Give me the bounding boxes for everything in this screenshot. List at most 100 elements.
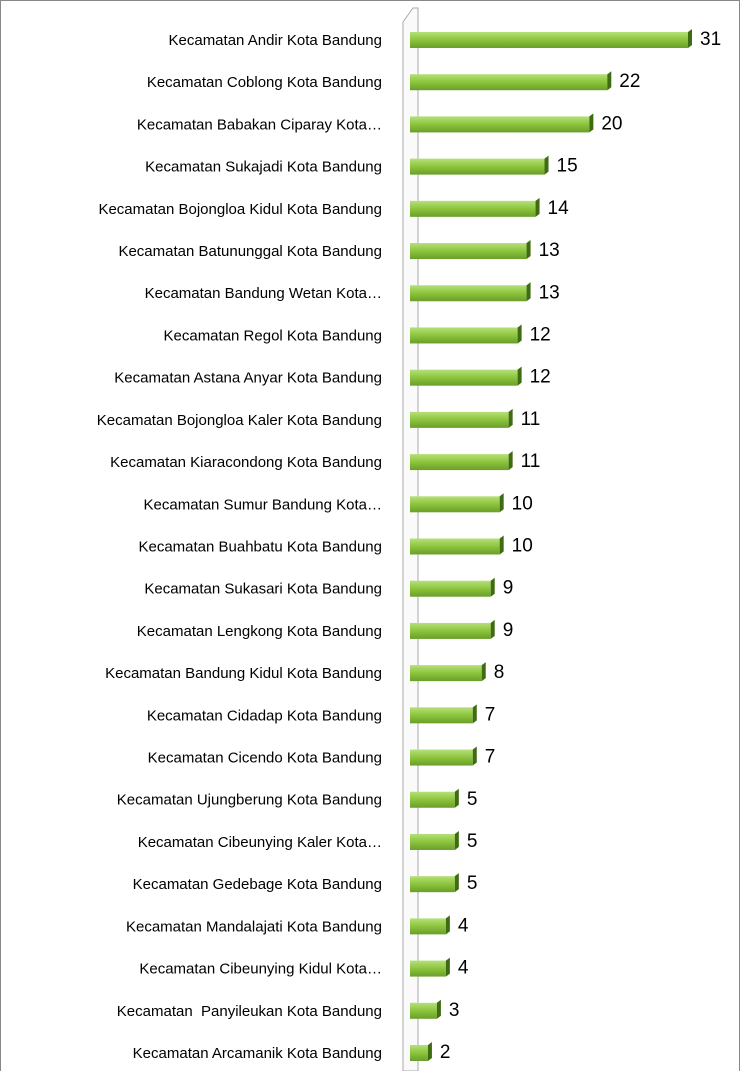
category-label: Kecamatan Cibeunying Kidul Kota… (139, 961, 382, 978)
category-label: Kecamatan Ujungberung Kota Bandung (117, 792, 382, 809)
bar-side (445, 915, 450, 935)
bar-side (508, 451, 513, 471)
value-label: 10 (512, 493, 533, 514)
bar (410, 665, 482, 682)
category-label: Kecamatan Sukajadi Kota Bandung (145, 159, 382, 176)
bar-side (526, 240, 531, 260)
category-label: Kecamatan Kiaracondong Kota Bandung (110, 454, 382, 471)
category-label: Kecamatan Arcamanik Kota Bandung (133, 1045, 382, 1062)
value-label: 22 (619, 71, 640, 92)
bar-side (508, 408, 513, 428)
bar-side (427, 1042, 432, 1061)
value-label: 9 (503, 620, 514, 641)
bar (410, 158, 545, 175)
category-label: Kecamatan Astana Anyar Kota Bandung (114, 370, 382, 387)
bar-side (454, 788, 459, 808)
bar (410, 74, 608, 91)
bar (410, 833, 455, 850)
bar-side (589, 113, 594, 133)
value-label: 20 (601, 113, 622, 134)
value-label: 12 (530, 324, 551, 345)
bar (410, 918, 446, 935)
bar-side (517, 324, 522, 344)
category-label: Kecamatan Bojongloa Kidul Kota Bandung (98, 201, 382, 218)
bar-side (436, 999, 441, 1019)
value-label: 13 (539, 282, 560, 303)
value-label: 5 (467, 873, 478, 894)
value-label: 9 (503, 578, 514, 599)
bar (410, 327, 518, 344)
category-label: Kecamatan Cibeunying Kaler Kota… (138, 834, 382, 851)
category-label: Kecamatan Gedebage Kota Bandung (133, 876, 382, 893)
bar (410, 791, 455, 808)
category-label: Kecamatan Regol Kota Bandung (164, 327, 383, 344)
bar (410, 285, 527, 302)
bar-side (499, 493, 504, 513)
value-label: 13 (539, 240, 560, 261)
bar-side (490, 577, 495, 597)
value-label: 12 (530, 367, 551, 388)
bar-side (481, 662, 486, 682)
value-label: 14 (548, 198, 570, 219)
bar (410, 243, 527, 260)
category-label: Kecamatan Lengkong Kota Bandung (137, 623, 382, 640)
value-label: 5 (467, 831, 478, 852)
bar-side (526, 282, 531, 302)
category-label: Kecamatan Panyileukan Kota Bandung (117, 1003, 382, 1020)
bar (410, 749, 473, 766)
category-label: Kecamatan Coblong Kota Bandung (147, 74, 382, 91)
bar-side (544, 155, 549, 175)
category-label: Kecamatan Sukasari Kota Bandung (144, 581, 382, 598)
bar-side (688, 29, 692, 48)
value-label: 4 (458, 915, 469, 936)
bar-side (454, 830, 459, 850)
bar (410, 496, 500, 513)
bar-side (535, 197, 540, 217)
value-label: 15 (557, 156, 578, 177)
bar (410, 580, 491, 597)
category-label: Kecamatan Buahbatu Kota Bandung (138, 538, 382, 555)
bar (410, 32, 688, 48)
bar-side (445, 957, 450, 977)
bar (410, 876, 455, 893)
bar (410, 116, 590, 133)
category-label: Kecamatan Mandalajati Kota Bandung (126, 918, 382, 935)
bar-side (490, 619, 495, 639)
category-label: Kecamatan Sumur Bandung Kota… (144, 496, 382, 513)
bar (410, 960, 446, 977)
bar-side (472, 746, 477, 766)
bar (410, 411, 509, 428)
value-label: 7 (485, 704, 496, 725)
bar (410, 538, 500, 555)
bar (410, 622, 491, 639)
value-label: 3 (449, 1000, 460, 1021)
category-label: Kecamatan Cidadap Kota Bandung (147, 707, 382, 724)
bar-side (607, 71, 612, 91)
bar (410, 369, 518, 386)
bar (410, 200, 536, 217)
bar-side (472, 704, 477, 724)
value-label: 7 (485, 747, 496, 768)
value-label: 2 (440, 1042, 451, 1063)
bar (410, 707, 473, 724)
value-label: 31 (700, 29, 721, 50)
category-label: Kecamatan Bandung Wetan Kota… (145, 285, 382, 302)
category-label: Kecamatan Bandung Kidul Kota Bandung (105, 665, 382, 682)
value-label: 10 (512, 536, 533, 557)
bar (410, 1045, 428, 1061)
value-label: 11 (521, 451, 541, 472)
bar-side (454, 873, 459, 893)
category-label: Kecamatan Bojongloa Kaler Kota Bandung (97, 412, 382, 429)
bar (410, 1002, 437, 1019)
value-label: 8 (494, 662, 505, 683)
category-label: Kecamatan Cicendo Kota Bandung (148, 750, 382, 767)
bar (410, 454, 509, 471)
value-label: 4 (458, 958, 469, 979)
category-label: Kecamatan Andir Kota Bandung (169, 32, 383, 49)
bar-side (517, 366, 522, 386)
category-label: Kecamatan Batununggal Kota Bandung (118, 243, 382, 260)
value-label: 11 (521, 409, 541, 430)
bar-side (499, 535, 504, 555)
value-label: 5 (467, 789, 478, 810)
